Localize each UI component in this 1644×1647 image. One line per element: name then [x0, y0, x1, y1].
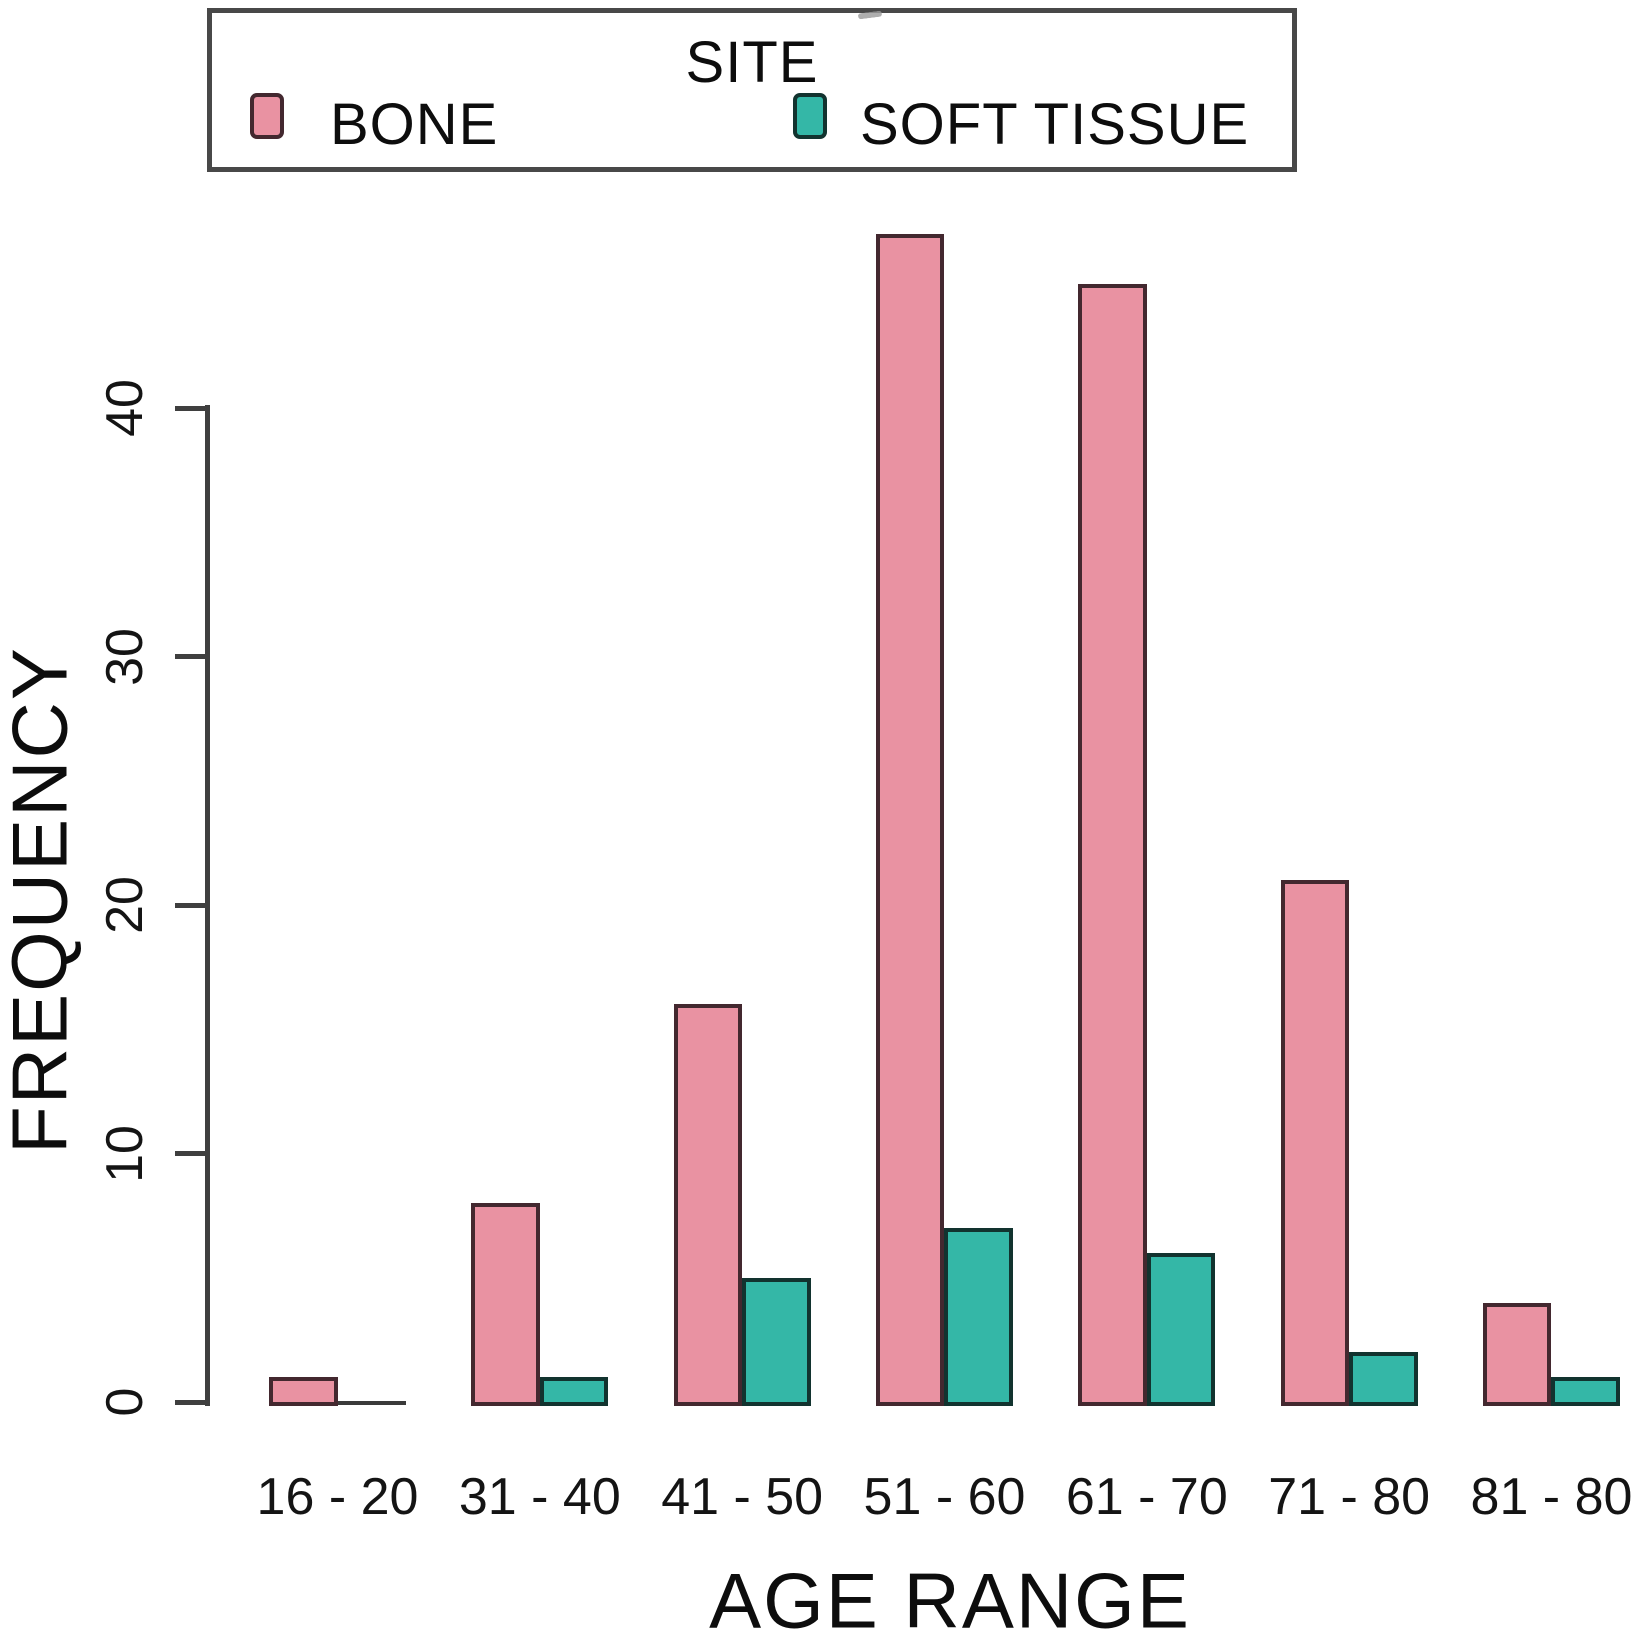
bar-soft-tissue-zero — [337, 1401, 406, 1405]
y-tick-label: 20 — [96, 876, 154, 934]
y-tick-mark — [175, 1399, 206, 1405]
y-tick-mark — [175, 902, 206, 908]
y-axis-line — [205, 405, 210, 1406]
x-category-label: 71 - 80 — [1268, 1468, 1431, 1526]
y-tick-mark — [175, 1151, 206, 1156]
legend-label-soft-tissue: SOFT TISSUE — [860, 92, 1250, 157]
x-axis-title: AGE RANGE — [709, 1556, 1191, 1645]
y-tick-label: 10 — [96, 1124, 154, 1183]
legend-title: SITE — [685, 30, 819, 95]
bar-soft-tissue — [1146, 1252, 1216, 1406]
x-category-label: 51 - 60 — [863, 1468, 1026, 1526]
y-tick-label: 40 — [96, 379, 154, 437]
bar-bone — [269, 1377, 338, 1406]
y-tick-label: 30 — [96, 627, 154, 686]
legend-label-bone: BONE — [330, 92, 499, 157]
soft-tissue-swatch-icon — [793, 93, 827, 139]
x-category-label: 41 - 50 — [661, 1468, 824, 1526]
y-tick-mark — [175, 405, 206, 411]
x-category-label: 31 - 40 — [458, 1468, 621, 1526]
y-tick-mark — [175, 654, 206, 659]
legend-box: SITE BONE SOFT TISSUE — [207, 8, 1297, 172]
y-axis-title: FREQUENCY — [0, 646, 84, 1154]
bar-soft-tissue — [539, 1377, 609, 1406]
bar-soft-tissue — [1551, 1377, 1620, 1406]
bar-bone — [471, 1203, 540, 1406]
y-tick-label: 0 — [96, 1387, 154, 1417]
bar-soft-tissue — [742, 1277, 811, 1406]
x-category-label: 61 - 70 — [1065, 1468, 1228, 1526]
bone-swatch-icon — [250, 93, 284, 139]
bar-bone — [875, 234, 945, 1406]
bar-soft-tissue — [1349, 1352, 1418, 1406]
x-category-label: 81 - 80 — [1470, 1468, 1633, 1526]
bar-bone — [1078, 283, 1147, 1406]
bar-soft-tissue — [944, 1228, 1013, 1406]
x-category-label: 16 - 20 — [256, 1468, 419, 1526]
bar-bone — [673, 1004, 743, 1406]
bar-bone — [1482, 1302, 1552, 1406]
bar-bone — [1280, 880, 1350, 1406]
